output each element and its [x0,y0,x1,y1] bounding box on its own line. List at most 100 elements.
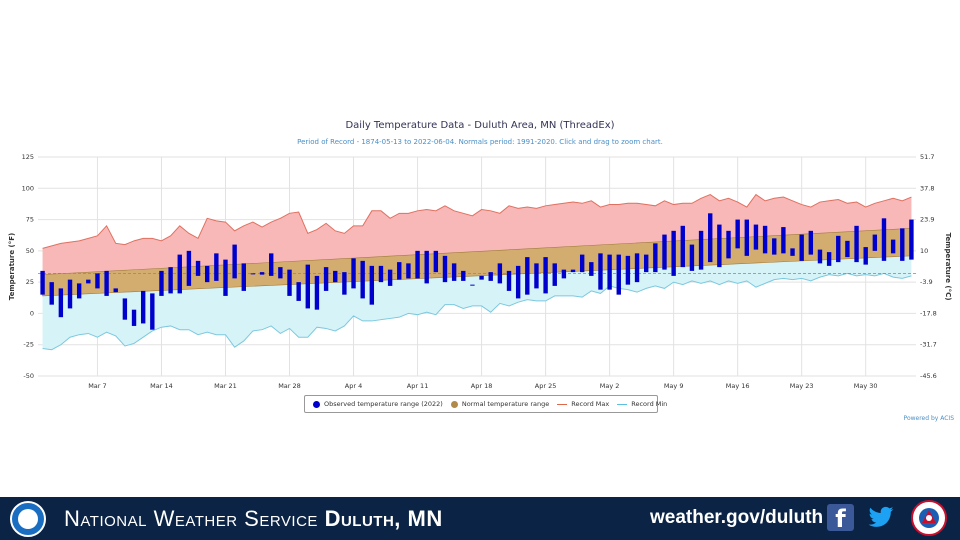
y-tick-label-right: -31.7 [920,341,937,349]
y-tick-label-right: 10 [920,247,928,255]
y-tick-label-left: -50 [23,372,34,380]
observed-bar [86,279,91,284]
observed-bar [744,219,750,256]
chart-legend: Observed temperature range (2022) Normal… [304,395,667,413]
observed-bar [625,255,631,285]
observed-bar [762,225,768,254]
y-tick-label-left: 0 [30,309,34,317]
facebook-icon[interactable]: f [827,504,854,531]
nws-office: Duluth, MN [324,506,443,531]
observed-bar [909,219,914,260]
record-max-swatch-icon [557,403,568,405]
y-tick-label-right: 37.8 [920,184,934,192]
x-tick-label: Apr 11 [407,382,429,390]
observed-bar [378,265,384,283]
legend-label-record-max: Record Max [571,400,610,408]
twitter-icon[interactable] [866,504,896,531]
observed-bar [881,218,887,261]
x-tick-label: Mar 21 [214,382,237,390]
observed-bar [890,239,896,254]
observed-bar [305,264,311,309]
legend-label-normal: Normal temperature range [461,400,550,408]
noaa-logo-text: NOAA [20,515,36,521]
nws-office-name: National Weather Service Duluth, MN [64,506,443,532]
observed-bar [314,275,320,310]
observed-bar [525,257,530,295]
observed-bar [817,249,823,264]
y-tick-label-right: -17.8 [920,309,937,317]
record-max-area [42,194,912,275]
observed-bar [214,253,219,281]
nws-logo [911,500,947,536]
observed-bar [451,263,457,281]
observed-bar [671,230,676,276]
y-tick-label-right: -45.6 [920,372,937,380]
observed-bar [159,270,164,296]
y-tick-label-right: 51.7 [920,153,934,161]
observed-bar [854,225,859,263]
observed-bar [653,243,658,273]
observed-bar [872,234,878,251]
x-tick-label: Mar 7 [88,382,106,390]
record-max-line [42,193,912,249]
observed-bar [534,263,539,289]
observed-bar [900,228,905,261]
observed-bar [415,250,420,279]
nws-emblem-icon [919,508,939,528]
observed-bar [223,259,228,296]
observed-bar [643,254,649,273]
legend-item-record-max[interactable]: Record Max [557,400,609,408]
y-tick-label-left: 50 [26,247,34,255]
record-min-line [42,272,912,351]
observed-bar [140,290,146,324]
observed-swatch-icon [313,400,320,408]
observed-bar [122,298,128,320]
observed-bar [808,230,814,255]
observed-bar [680,225,685,268]
y-tick-label-left: -25 [23,341,34,349]
observed-bar [406,263,411,279]
legend-item-record-min[interactable]: Record Min [617,400,667,408]
legend-item-observed[interactable]: Observed temperature range (2022) [313,400,443,408]
observed-bar [488,272,493,281]
observed-bar [579,254,585,273]
temperature-chart[interactable]: 125 51.7 100 37.8 75 23.9 50 10 25 -3.9 0 -17.8 -25 -… [0,0,960,490]
observed-bar [241,263,246,291]
observed-bar [323,267,329,291]
x-tick-label: Apr 18 [471,382,493,390]
observed-bar [195,260,201,276]
observed-bar [360,260,365,299]
footer-banner: NOAA National Weather Service Duluth, MN… [0,497,960,540]
acis-credit-link[interactable]: Powered by ACIS [903,415,954,422]
legend-label-record-min: Record Min [631,400,668,408]
observed-bar [561,269,567,279]
observed-bar [634,253,640,283]
y-axis-title-left: Temperature (°F) [8,233,16,300]
y-tick-label-right: -3.9 [920,278,933,286]
observed-bar [726,230,731,259]
observed-bar [104,270,109,296]
observed-bar [296,282,301,301]
observed-bar [662,234,667,270]
noaa-logo: NOAA [10,501,46,537]
observed-bar [836,235,841,263]
legend-label-observed: Observed temperature range (2022) [324,400,443,408]
observed-bar [753,224,759,250]
observed-bar [49,282,54,305]
office-url-link[interactable]: weather.gov/duluth [650,507,824,528]
observed-bar [790,248,795,256]
observed-bar [717,224,722,268]
x-tick-label: Mar 14 [150,382,173,390]
observed-bar [781,227,786,254]
legend-item-normal[interactable]: Normal temperature range [450,400,550,408]
observed-bar [67,279,73,309]
x-tick-label: Apr 25 [535,382,557,390]
observed-bar [433,250,439,273]
observed-bar [826,252,832,266]
observed-bar [708,213,713,263]
observed-bar [177,254,182,294]
observed-bar [369,265,375,305]
y-axis-title-right: Temperature (°C) [944,233,952,301]
observed-bar [497,263,503,284]
observed-bar [76,283,82,299]
